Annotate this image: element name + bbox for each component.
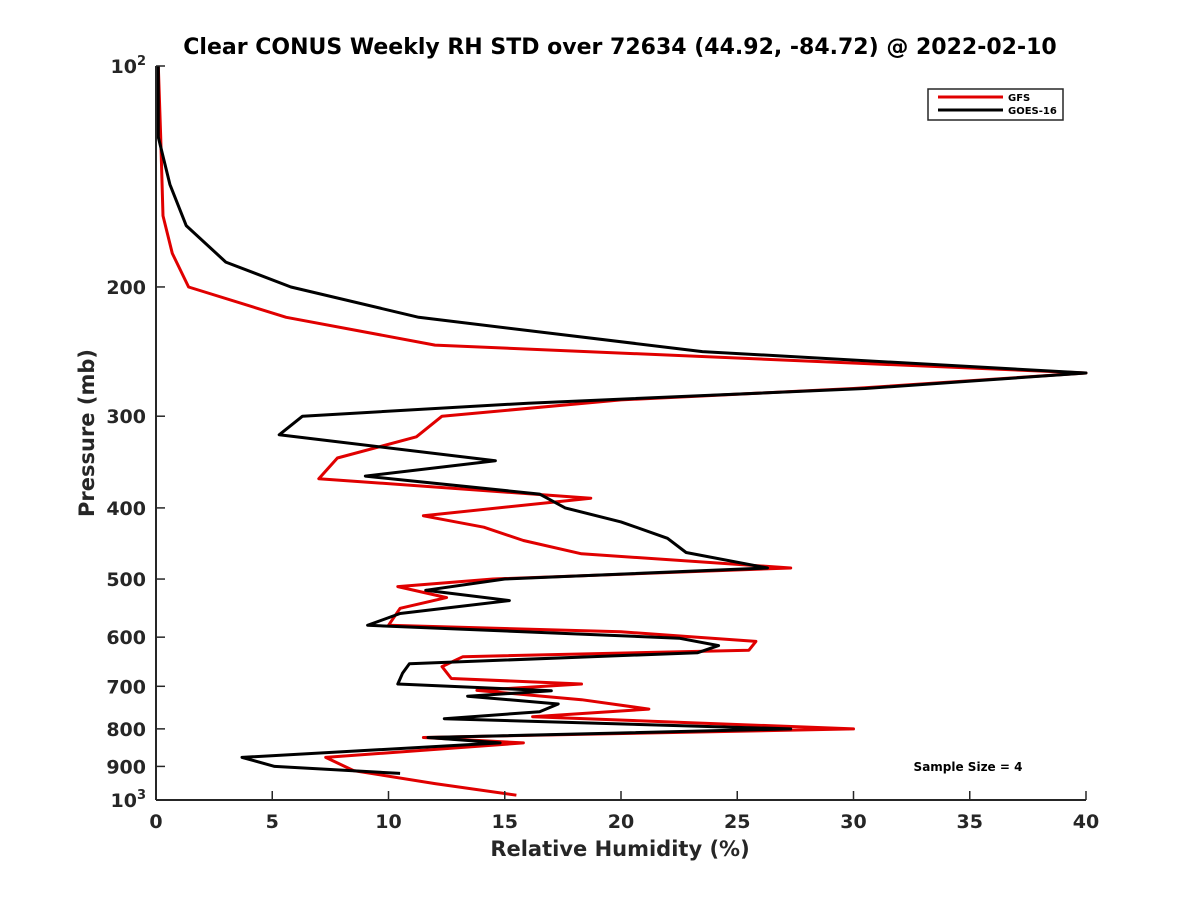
x-tick-label: 0 (149, 811, 162, 833)
y-tick-label: 200 (106, 277, 146, 299)
sample-size-annotation: Sample Size = 4 (914, 760, 1023, 774)
y-tick-label: 800 (106, 719, 146, 741)
legend-box (927, 88, 1064, 121)
x-axis-label: Relative Humidity (%) (490, 837, 749, 861)
legend: GFS GOES-16 (927, 88, 1064, 121)
y-tick-label: 103 (111, 788, 147, 812)
series-line-goes16 (156, 66, 1088, 775)
series-layer (156, 65, 1088, 797)
y-axis-label: Pressure (mb) (75, 349, 99, 517)
chart-title: Clear CONUS Weekly RH STD over 72634 (44… (183, 35, 1056, 60)
x-tick-label: 40 (1073, 811, 1099, 833)
x-tick-label: 10 (375, 811, 401, 833)
x-tick-label: 30 (840, 811, 866, 833)
axes-layer: 0 5 10 15 20 25 30 35 40 102 200 300 400 500 600 700 800… (106, 54, 1099, 833)
y-tick-label: 400 (106, 498, 146, 520)
y-tick-label: 300 (106, 406, 146, 428)
y-tick-label: 900 (106, 756, 146, 778)
series-line-gfs (156, 65, 1088, 797)
y-tick-label: 102 (111, 54, 147, 78)
y-tick-label: 500 (106, 569, 146, 591)
y-tick-label: 700 (106, 676, 146, 698)
y-tick-label: 600 (106, 627, 146, 649)
legend-label-gfs: GFS (1008, 93, 1030, 104)
x-tick-label: 20 (608, 811, 634, 833)
legend-label-goes16: GOES-16 (1008, 106, 1057, 117)
x-tick-label: 25 (724, 811, 750, 833)
x-tick-label: 5 (266, 811, 279, 833)
x-tick-label: 15 (492, 811, 518, 833)
x-tick-label: 35 (957, 811, 983, 833)
